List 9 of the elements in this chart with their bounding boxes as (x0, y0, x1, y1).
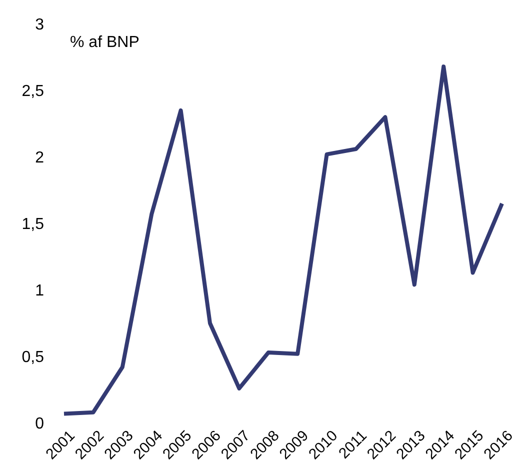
y-tick-label: 0 (35, 416, 44, 433)
y-tick-label: 1,5 (22, 216, 44, 234)
y-tick-label: 2,5 (22, 83, 44, 100)
y-tick-label: 3 (35, 16, 44, 34)
line-series (62, 64, 504, 416)
y-axis-title: % af BNP (70, 34, 140, 52)
y-tick-label: 0,5 (22, 349, 44, 366)
y-tick-label: 1 (35, 282, 44, 300)
y-tick-label: 2 (35, 150, 44, 167)
